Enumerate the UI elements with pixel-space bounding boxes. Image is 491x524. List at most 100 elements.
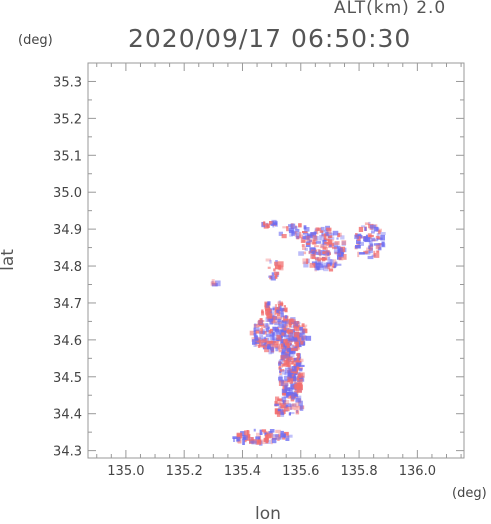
positive-cell [325,252,328,258]
y-tick-label: 35.1 [53,149,82,164]
positive-cell [211,279,215,285]
positive-cell [324,265,329,269]
negative-cell [329,236,335,240]
negative-cell [286,337,292,342]
negative-cell [299,368,303,372]
negative-cell [269,429,275,433]
positive-cell [293,321,299,325]
positive-cell [293,369,299,374]
positive-cell [366,247,372,251]
negative-cell [279,307,285,311]
positive-cell [312,235,318,241]
positive-cell [294,383,300,390]
positive-cell [296,387,302,393]
negative-cell [284,372,288,376]
x-tick-label: 135.8 [340,464,377,479]
negative-cell [215,280,221,287]
negative-cell [368,240,373,245]
negative-cell [254,323,257,329]
negative-cell [272,307,275,311]
negative-cell [278,231,283,236]
negative-cell [313,231,317,235]
positive-cell [255,329,260,334]
negative-cell [261,342,267,346]
negative-cell [304,227,310,232]
positive-cell [253,324,259,328]
negative-cell [320,263,324,269]
negative-cell [285,438,290,441]
positive-cell [282,364,286,367]
positive-cell [275,429,281,434]
negative-cell [321,231,324,236]
negative-cell [358,241,364,246]
negative-cell [291,337,298,341]
y-tick-label: 34.7 [53,297,82,312]
positive-cell [321,234,327,237]
positive-cell [286,329,292,332]
negative-cell [274,321,280,326]
negative-cell [274,403,280,407]
positive-cell [282,392,286,396]
negative-cell [314,266,319,271]
negative-cell [272,220,278,225]
negative-cell [367,255,374,260]
negative-cell [265,323,268,329]
positive-cell [276,316,283,320]
negative-cell [242,435,246,439]
positive-cell [341,240,347,245]
positive-cell [293,335,299,339]
negative-cell [253,327,256,332]
negative-cell [288,227,295,232]
negative-cell [364,237,371,243]
negative-cell [361,225,366,228]
negative-cell [304,248,308,251]
negative-cell [329,259,334,265]
negative-cell [265,302,270,308]
positive-cell [297,335,301,341]
positive-cell [317,249,321,255]
negative-cell [275,346,279,352]
positive-cell [302,231,308,234]
negative-cell [288,348,293,354]
negative-cell [315,241,322,244]
negative-cell [285,379,291,382]
negative-cell [336,237,339,240]
positive-cell [322,251,326,255]
positive-cell [314,257,318,261]
positive-cell [309,239,316,245]
positive-cell [265,308,271,315]
negative-cell [264,341,267,345]
negative-cell [332,242,339,249]
positive-cell [283,318,289,322]
positive-cell [334,241,340,245]
positive-cell [301,323,305,328]
positive-cell [303,251,307,255]
negative-cell [290,383,296,389]
negative-cell [327,256,331,260]
negative-cell [274,329,280,333]
positive-cell [277,437,280,441]
positive-cell [273,268,276,272]
y-tick-label: 34.3 [53,445,82,460]
negative-cell [291,394,296,400]
negative-cell [288,370,292,374]
positive-cell [286,226,289,232]
negative-cell [236,436,241,442]
positive-cell [281,332,285,336]
negative-cell [295,232,300,239]
positive-cell [210,281,217,286]
positive-cell [272,343,278,348]
positive-cell [298,358,304,362]
positive-cell [294,396,299,399]
negative-cell [294,323,299,327]
positive-cell [280,402,287,409]
positive-cell [284,400,290,405]
negative-cell [270,276,276,281]
positive-cell [246,434,251,439]
positive-cell [268,330,272,334]
negative-cell [240,431,246,437]
positive-cell [285,361,291,367]
negative-cell [355,245,361,249]
negative-cell [279,359,284,364]
positive-cell [326,228,332,235]
